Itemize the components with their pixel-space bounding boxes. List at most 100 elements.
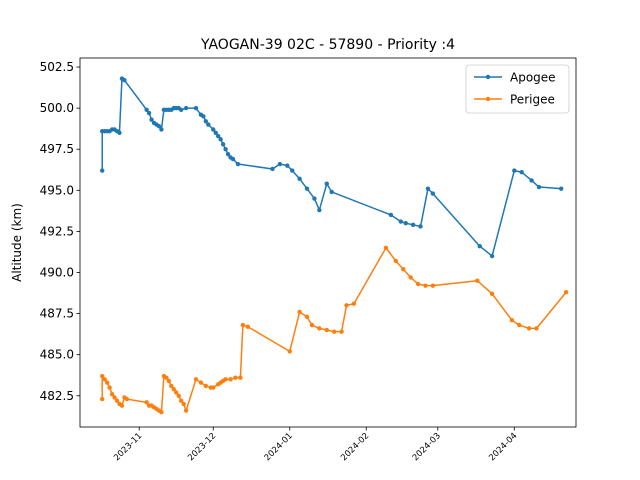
data-point-apogee-54 xyxy=(403,220,408,226)
data-point-perigee-0 xyxy=(100,396,105,402)
data-point-apogee-48 xyxy=(312,196,317,201)
data-point-apogee-52 xyxy=(388,212,394,218)
data-point-apogee-27 xyxy=(193,105,199,111)
data-point-perigee-7 xyxy=(114,398,120,403)
chart-title: YAOGAN-39 02C - 57890 - Priority :4 xyxy=(200,37,455,53)
y-tick-label-0: 482.5 xyxy=(40,389,74,403)
data-point-perigee-46 xyxy=(309,322,315,328)
data-point-perigee-43 xyxy=(287,349,292,354)
y-tick-label-2: 487.5 xyxy=(40,307,74,321)
data-point-perigee-50 xyxy=(339,329,344,334)
legend-marker-perigee xyxy=(485,96,491,102)
data-point-perigee-27 xyxy=(181,401,186,407)
data-point-apogee-35 xyxy=(218,137,223,142)
data-point-apogee-58 xyxy=(430,191,436,196)
data-point-apogee-62 xyxy=(519,170,524,175)
data-point-apogee-25 xyxy=(178,107,184,112)
data-point-perigee-64 xyxy=(526,326,532,331)
data-point-perigee-49 xyxy=(331,329,337,334)
data-point-perigee-66 xyxy=(563,290,569,295)
data-point-perigee-28 xyxy=(183,408,189,413)
data-point-apogee-43 xyxy=(277,161,283,167)
data-point-perigee-61 xyxy=(489,291,495,297)
y-tick-label-1: 485.0 xyxy=(40,348,74,362)
data-point-perigee-23 xyxy=(171,387,176,392)
data-point-apogee-57 xyxy=(425,186,431,191)
data-point-perigee-53 xyxy=(383,245,389,251)
data-point-apogee-45 xyxy=(290,168,295,173)
data-point-perigee-39 xyxy=(233,375,238,380)
data-point-perigee-51 xyxy=(344,303,349,308)
data-point-apogee-65 xyxy=(558,186,564,191)
data-point-perigee-5 xyxy=(109,391,115,397)
legend: Apogee Perigee xyxy=(465,64,570,114)
data-point-perigee-48 xyxy=(324,327,329,333)
data-point-apogee-26 xyxy=(183,105,189,111)
data-point-perigee-4 xyxy=(107,385,112,390)
data-point-apogee-46 xyxy=(297,176,302,182)
y-tick-label-6: 497.5 xyxy=(40,142,74,156)
data-point-perigee-11 xyxy=(124,396,130,402)
data-point-apogee-16 xyxy=(156,124,162,129)
data-point-apogee-12 xyxy=(146,110,152,116)
y-tick-label-7: 500.0 xyxy=(40,101,74,115)
data-point-perigee-54 xyxy=(393,258,399,264)
data-point-perigee-38 xyxy=(228,377,233,382)
data-point-perigee-52 xyxy=(351,301,357,306)
data-point-perigee-59 xyxy=(430,283,436,288)
data-point-apogee-59 xyxy=(477,244,482,249)
data-point-perigee-33 xyxy=(211,385,216,390)
data-point-apogee-10 xyxy=(122,77,127,83)
data-point-apogee-32 xyxy=(211,127,216,132)
data-point-perigee-26 xyxy=(178,398,184,403)
data-point-apogee-64 xyxy=(536,184,542,190)
data-point-apogee-17 xyxy=(159,127,164,132)
data-point-perigee-65 xyxy=(534,326,539,331)
data-point-apogee-11 xyxy=(144,107,149,112)
data-point-perigee-9 xyxy=(119,403,125,408)
data-point-apogee-51 xyxy=(329,189,334,195)
data-point-perigee-60 xyxy=(475,278,480,283)
data-point-perigee-29 xyxy=(193,377,199,382)
data-point-apogee-55 xyxy=(410,222,416,228)
data-point-perigee-45 xyxy=(304,314,310,320)
data-point-apogee-30 xyxy=(203,119,209,124)
data-point-apogee-60 xyxy=(489,253,495,259)
data-point-apogee-63 xyxy=(529,178,534,183)
data-point-apogee-0 xyxy=(100,168,105,173)
data-point-apogee-8 xyxy=(117,130,122,135)
data-point-perigee-1 xyxy=(100,373,105,379)
data-point-apogee-41 xyxy=(235,161,241,167)
y-axis: 482.5 485.0 487.5 490.0 492.5 495.0 497.5 500.0… xyxy=(40,60,80,403)
y-axis-label: Altitude (km) xyxy=(10,203,24,282)
data-point-perigee-58 xyxy=(423,283,428,288)
data-point-perigee-37 xyxy=(223,377,228,382)
data-point-perigee-3 xyxy=(104,380,110,385)
data-point-perigee-31 xyxy=(203,383,209,389)
plot-frame xyxy=(79,57,577,428)
data-point-apogee-56 xyxy=(418,224,423,229)
data-point-apogee-29 xyxy=(201,114,206,119)
data-point-perigee-21 xyxy=(166,378,172,384)
legend-marker-apogee xyxy=(485,74,491,80)
data-point-apogee-13 xyxy=(149,117,154,122)
data-point-perigee-20 xyxy=(164,375,169,380)
legend-label-apogee: Apogee xyxy=(510,71,556,85)
data-point-perigee-57 xyxy=(415,281,421,287)
data-point-apogee-50 xyxy=(324,181,329,186)
data-point-apogee-31 xyxy=(206,122,211,127)
data-point-perigee-62 xyxy=(509,317,515,323)
data-point-apogee-53 xyxy=(398,219,403,224)
data-point-apogee-37 xyxy=(223,147,228,152)
data-point-perigee-24 xyxy=(174,390,179,395)
data-point-perigee-30 xyxy=(198,380,204,385)
y-tick-label-4: 492.5 xyxy=(40,224,74,238)
y-tick-label-3: 490.0 xyxy=(40,265,74,279)
data-point-perigee-56 xyxy=(408,275,413,280)
data-point-perigee-18 xyxy=(159,410,164,415)
data-point-apogee-36 xyxy=(220,142,226,147)
data-point-apogee-44 xyxy=(285,163,290,168)
data-point-perigee-41 xyxy=(240,322,246,328)
data-point-perigee-42 xyxy=(245,324,250,329)
